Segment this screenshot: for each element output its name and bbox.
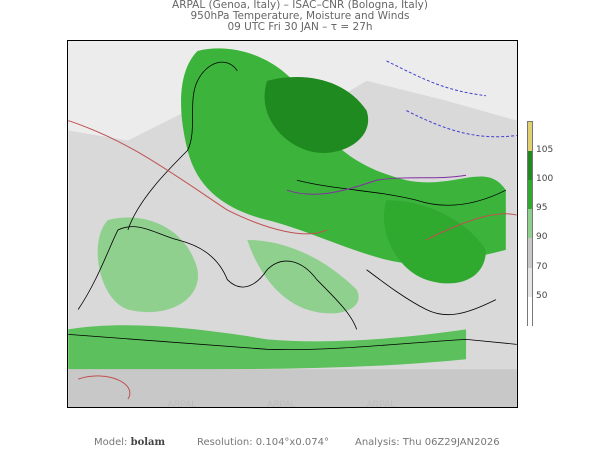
watermark: ARPAL xyxy=(267,399,296,408)
colorbar-label: 105 xyxy=(536,145,554,155)
watermark: ARPAL xyxy=(168,399,197,408)
colorbar-segment xyxy=(528,122,532,151)
colorbar-label: 100 xyxy=(536,174,554,184)
colorbar-segment xyxy=(528,268,532,297)
moisture-field xyxy=(68,41,517,407)
analysis-info: Analysis: Thu 06Z29JAN2026 xyxy=(355,437,500,448)
weather-map: ARPAL ARPAL ARPAL xyxy=(67,40,518,408)
model-label: Model: xyxy=(94,437,128,448)
cold-isotherms xyxy=(386,60,517,138)
model-info: Model: bolam xyxy=(94,437,165,448)
model-value: bolam xyxy=(130,437,166,448)
watermark: ARPAL xyxy=(367,399,396,408)
zero-isotherm xyxy=(286,174,467,195)
colorbar-segment xyxy=(528,180,532,209)
colorbar-label: 70 xyxy=(536,262,548,272)
colorbar-segment xyxy=(528,238,532,268)
colorbar-segment xyxy=(528,209,532,238)
colorbar-label: 95 xyxy=(536,203,548,213)
colorbar-segment xyxy=(528,151,532,180)
title-line-3: 09 UTC Fri 30 JAN – τ = 27h xyxy=(227,21,373,33)
colorbar xyxy=(527,121,533,327)
colorbar-label: 90 xyxy=(536,232,548,242)
title-line-2: 950hPa Temperature, Moisture and Winds xyxy=(190,10,410,22)
resolution-info: Resolution: 0.104°x0.074° xyxy=(197,437,329,448)
colorbar-segment xyxy=(528,297,532,327)
colorbar-label: 50 xyxy=(536,291,548,301)
temperature-isotherms xyxy=(68,120,517,400)
coastlines xyxy=(68,61,517,351)
title-line-1: ARPAL (Genoa, Italy) – ISAC–CNR (Bologna… xyxy=(172,0,428,11)
